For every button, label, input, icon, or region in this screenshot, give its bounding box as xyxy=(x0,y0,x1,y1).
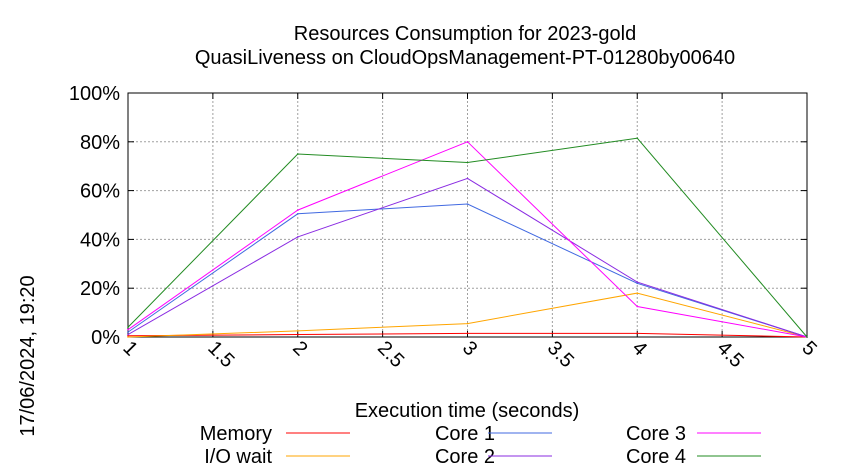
legend-label: I/O wait xyxy=(204,446,272,468)
data-point xyxy=(296,209,299,211)
data-point xyxy=(127,331,129,333)
data-point xyxy=(636,137,639,139)
legend-label: Core 1 xyxy=(435,423,495,445)
data-point xyxy=(296,333,299,336)
x-tick-label: 2 xyxy=(288,337,311,360)
data-point xyxy=(127,326,129,329)
grid xyxy=(128,93,807,337)
data-point xyxy=(466,177,469,180)
data-point xyxy=(296,330,299,332)
data-point xyxy=(466,203,469,205)
y-tick-label: 100% xyxy=(69,83,120,105)
data-point xyxy=(466,141,469,143)
data-point xyxy=(466,332,469,335)
legend-label: Core 3 xyxy=(626,423,686,445)
data-point xyxy=(636,281,639,283)
y-tick-label: 80% xyxy=(80,132,120,154)
chart-subtitle: QuasiLiveness on CloudOpsManagement-PT-0… xyxy=(195,47,735,69)
legend-label: Core 4 xyxy=(626,446,686,468)
data-point xyxy=(296,236,299,238)
data-point xyxy=(127,336,129,338)
y-tick-label: 60% xyxy=(80,181,120,203)
legend-label: Memory xyxy=(200,423,272,445)
chart-title: Resources Consumption for 2023-gold xyxy=(294,23,636,45)
x-tick-label: 4.5 xyxy=(713,337,748,372)
y-tick-label: 40% xyxy=(80,229,120,251)
y-tick-label: 0% xyxy=(91,327,120,349)
data-point xyxy=(636,305,639,308)
x-tick-label: 4 xyxy=(628,337,651,360)
data-point xyxy=(296,153,299,155)
data-point xyxy=(466,161,469,164)
x-tick-label: 5 xyxy=(797,337,820,360)
x-tick-label: 1.5 xyxy=(203,337,238,372)
series-lines xyxy=(127,137,808,338)
x-tick-label: 2.5 xyxy=(373,337,408,372)
data-point xyxy=(296,212,299,215)
data-point xyxy=(127,334,129,337)
x-tick-label: 3 xyxy=(458,337,481,360)
legend-label: Core 2 xyxy=(435,446,495,468)
x-tick-label: 1 xyxy=(118,337,141,360)
data-point xyxy=(466,322,469,325)
timestamp: 17/06/2024, 19:20 xyxy=(17,275,39,436)
data-point xyxy=(806,336,808,338)
axis-ticks: 0% 20% 40% 60% 80% 100% 1 1.5 2 2.5 3 3.5 4 4.5 5 xyxy=(69,83,821,372)
data-point xyxy=(636,282,639,285)
data-point xyxy=(127,328,129,331)
data-point xyxy=(636,332,639,335)
x-axis-label: Execution time (seconds) xyxy=(355,400,580,422)
y-tick-label: 20% xyxy=(80,278,120,300)
data-point xyxy=(127,333,129,336)
x-tick-label: 3.5 xyxy=(543,337,578,372)
data-point xyxy=(636,292,639,294)
